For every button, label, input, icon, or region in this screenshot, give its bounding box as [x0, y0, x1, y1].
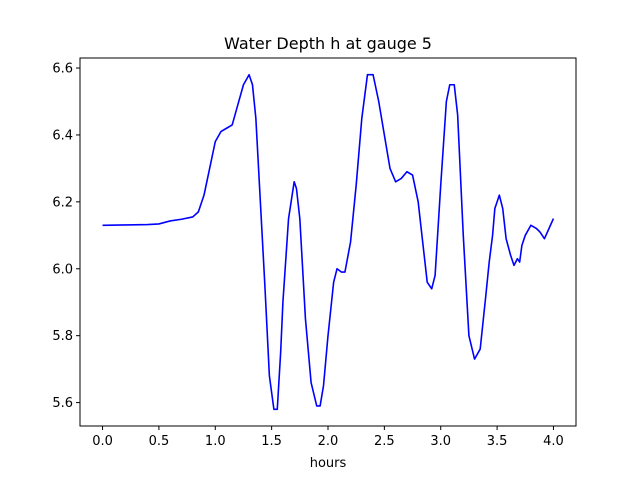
chart-title: Water Depth h at gauge 5 [224, 34, 432, 53]
y-tick-label: 5.8 [52, 329, 73, 344]
x-tick-label: 2.5 [374, 434, 395, 449]
x-tick-label: 0.0 [92, 434, 113, 449]
x-tick-label: 1.5 [261, 434, 282, 449]
x-tick-label: 0.5 [149, 434, 170, 449]
water-depth-line [102, 73, 555, 411]
x-tick-label: 1.0 [205, 434, 226, 449]
x-axis-label: hours [310, 456, 347, 471]
y-tick-label: 6.0 [52, 262, 73, 277]
x-tick-label: 2.0 [318, 434, 339, 449]
x-tick-label: 4.0 [543, 434, 564, 449]
y-tick-label: 6.6 [52, 62, 73, 77]
y-tick-label: 6.2 [52, 195, 73, 210]
x-tick-label: 3.5 [487, 434, 508, 449]
y-tick-label: 5.6 [52, 396, 73, 411]
y-tick-label: 6.4 [52, 128, 73, 143]
x-axis: 0.0 0.5 1.0 1.5 2.0 2.5 3.0 3.5 4.0 [92, 426, 564, 449]
plot-area [102, 73, 555, 411]
y-axis: 5.6 5.8 6.0 6.2 6.4 6.6 [52, 62, 80, 411]
x-tick-label: 3.0 [430, 434, 451, 449]
